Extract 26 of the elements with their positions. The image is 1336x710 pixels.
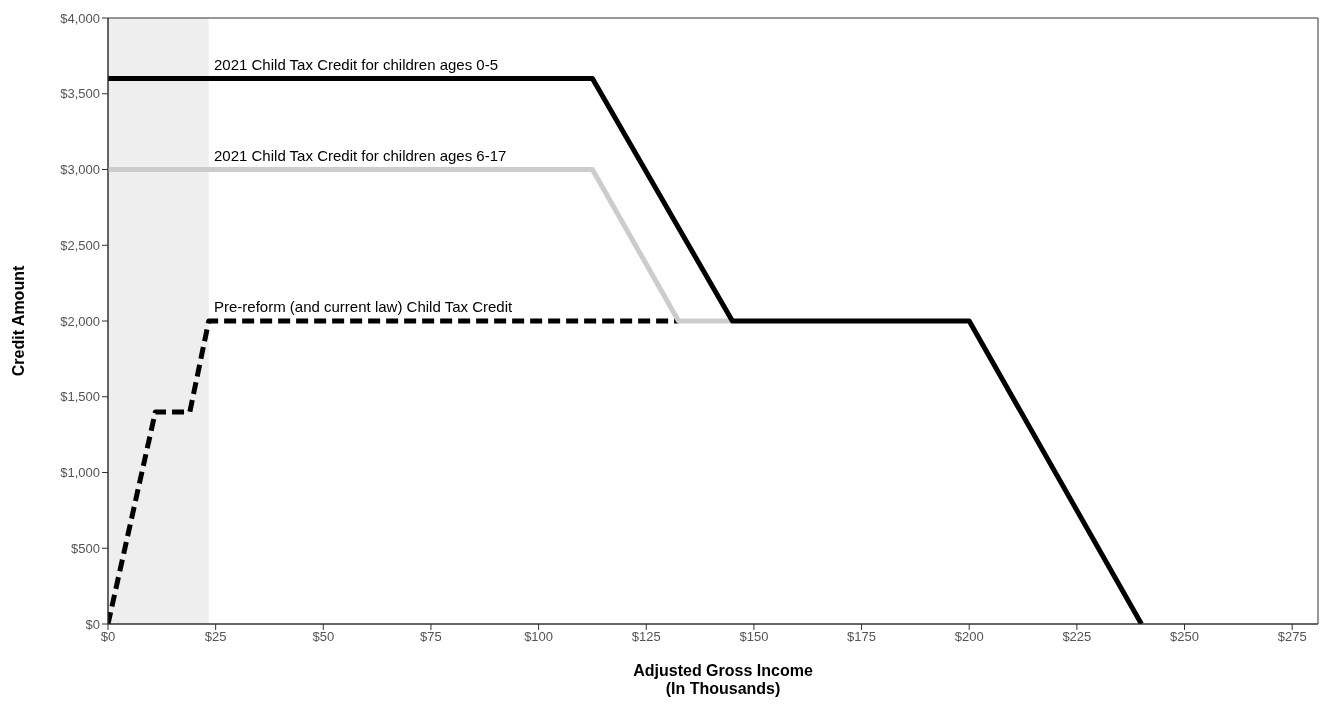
x-tick-label: $25 <box>204 629 227 645</box>
x-tick-label: $250 <box>1170 629 1199 645</box>
annotation: 2021 Child Tax Credit for children ages 6-17 <box>214 146 507 164</box>
x-tick-label: $125 <box>631 629 661 645</box>
x-tick-label: $200 <box>954 629 984 645</box>
x-tick-label: $100 <box>524 629 554 645</box>
y-tick-label: $0 <box>85 616 100 632</box>
y-tick-label: $500 <box>71 540 100 556</box>
y-tick-label: $1,000 <box>60 465 100 481</box>
x-tick-label: $50 <box>312 629 335 645</box>
y-tick-label: $1,500 <box>60 389 100 405</box>
y-tick-label: $4,000 <box>60 10 100 26</box>
y-tick-label: $3,500 <box>60 86 100 102</box>
y-tick-label: $2,000 <box>60 313 100 329</box>
x-tick-label: $0 <box>100 629 116 645</box>
y-axis-title: Credit Amount <box>9 265 27 377</box>
y-tick-label: $2,500 <box>60 237 100 253</box>
x-tick-label: $175 <box>847 629 877 645</box>
y-tick-label: $3,000 <box>60 162 100 178</box>
x-tick-label: $150 <box>739 629 769 645</box>
x-axis-title: Adjusted Gross Income (In Thousands) <box>632 662 814 698</box>
x-tick-label: $225 <box>1062 629 1092 645</box>
annotation: Pre-reform (and current law) Child Tax Credit <box>214 298 513 315</box>
x-tick-label: $75 <box>420 629 442 645</box>
x-tick-label: $275 <box>1277 629 1307 645</box>
annotation: 2021 Child Tax Credit for children ages 0-5 <box>214 55 499 73</box>
